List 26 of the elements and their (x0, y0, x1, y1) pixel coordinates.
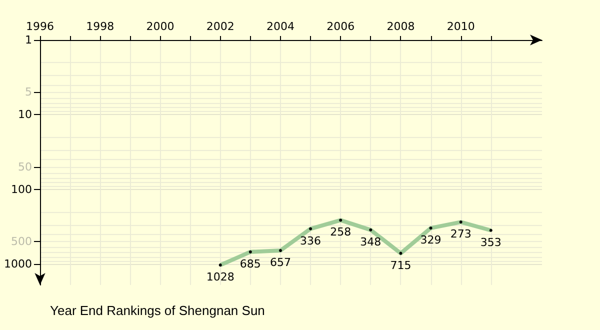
x-tick-label: 1996 (26, 20, 54, 33)
data-label: 273 (450, 228, 472, 241)
y-tick-label: 1 (25, 34, 32, 46)
x-tick-label: 2002 (206, 20, 234, 33)
y-tick-label: 500 (11, 235, 32, 248)
y-tick-label: 100 (11, 182, 32, 196)
data-label: 336 (300, 234, 322, 248)
x-tick-label: 2010 (446, 20, 475, 33)
x-tick-label: 1998 (86, 20, 114, 33)
data-label: 685 (240, 257, 261, 270)
x-tick-label: 2006 (326, 20, 355, 33)
data-label: 348 (360, 235, 382, 248)
x-tick-label: 2000 (146, 20, 174, 33)
text: Year End Rankings of Shengnan Sun (50, 303, 265, 318)
x-tick-label: 2004 (266, 20, 294, 33)
data-label: 329 (420, 234, 442, 247)
y-tick-label: 5 (25, 86, 32, 99)
y-tick-label: 10 (18, 108, 32, 122)
y-tick-label: 1000 (4, 258, 32, 271)
data-label: 657 (270, 256, 291, 270)
data-label: 1028 (206, 270, 234, 284)
x-tick-label: 2008 (386, 20, 415, 33)
data-label: 715 (390, 258, 412, 272)
data-label: 258 (330, 226, 352, 239)
y-tick-label: 50 (18, 160, 32, 174)
data-label: 353 (480, 236, 502, 249)
